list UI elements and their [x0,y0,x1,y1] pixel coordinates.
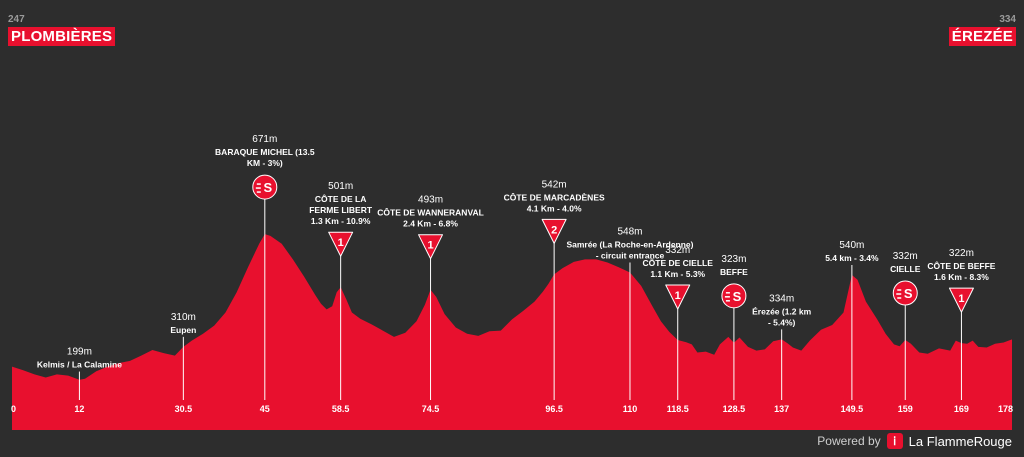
km-tick-label: 128.5 [723,404,746,414]
brand-name: La FlammeRouge [908,433,1012,449]
climb-category-marker-icon [665,284,691,310]
start-name: PLOMBIÈRES [8,27,116,46]
sprint-marker-label: S [904,286,913,301]
annotation-elevation: 540m [839,240,864,251]
climb-category-label: 1 [338,237,344,249]
km-tick-label: 12 [74,404,84,414]
km-tick-label: 149.5 [841,404,864,414]
climb-category-marker-icon [948,287,974,313]
climb-category-label: 1 [958,293,964,305]
km-tick-label: 169 [954,404,969,414]
annotation-elevation: 548m [617,227,642,238]
finish-header: 334 ÉREZÉE [948,14,1016,46]
km-tick-label: 110 [623,404,638,414]
annotation-label-line: 2.4 Km - 6.8% [403,219,458,229]
annotation-elevation: 310m [171,312,196,323]
annotation-elevation: 322m [949,248,974,259]
climb-category-label: 1 [427,240,433,252]
sprint-marker-icon [252,174,278,200]
km-tick-label: 74.5 [422,404,440,414]
annotation-label-line: 1.1 Km - 5.3% [650,269,705,279]
annotation-elevation: 332m [893,251,918,262]
annotation-elevation: 323m [721,254,746,265]
annotation-label-line: Érezée (1.2 km [752,306,812,316]
annotation-elevation: 493m [418,195,443,206]
annotation-label-line: - 5.4%) [768,317,796,327]
sprint-marker-icon [721,283,747,309]
annotation-label-line: 4.1 Km - 4.0% [527,203,582,213]
km-tick-label: 118.5 [667,404,689,414]
annotation-label-line: - circuit entrance [596,251,665,261]
annotation-label-line: FERME LIBERT [309,205,373,215]
annotation-elevation: 332m [665,245,690,256]
km-tick-label: 137 [774,404,789,414]
annotation-elevation: 334m [769,293,794,304]
sprint-marker-label: S [263,180,272,195]
annotation-elevation: 199m [67,347,92,358]
sprint-marker-label: S [733,289,742,304]
climb-category-marker-icon [418,234,444,260]
annotation-label-line: CÔTE DE BEFFE [927,260,995,271]
annotation-elevation: 501m [328,181,353,192]
finish-altitude: 334 [999,14,1016,25]
powered-by-text: Powered by [817,434,881,448]
annotation-label-line: CÔTE DE WANNERANVAL [377,207,484,218]
annotation-label-line: 1.6 Km - 8.3% [934,272,989,282]
annotation-elevation: 671m [252,134,277,145]
annotation-label-line: 5.4 km - 3.4% [825,253,879,263]
annotation-label-line: BEFFE [720,267,748,277]
finish-name: ÉREZÉE [948,27,1016,46]
annotation-label-line: Samrée (La Roche-en-Ardenne) [566,240,693,250]
flamme-rouge-logo-icon: ⅰ [886,433,903,449]
annotation-label-line: CÔTE DE LA [315,193,366,204]
annotation-label-line: KM - 3%) [247,158,283,168]
climb-category-marker-icon [328,231,354,257]
annotation-label-line: CÔTE DE CIELLE [643,257,714,268]
climb-category-marker-icon [541,218,567,244]
climb-category-label: 2 [551,224,557,236]
sprint-marker-icon [892,280,918,306]
km-tick-label: 178 [998,404,1013,414]
start-altitude: 247 [8,14,25,25]
annotation-label-line: CÔTE DE MARCADÈNES [504,191,605,202]
annotation-label-line: Kelmis / La Calamine [37,360,122,370]
annotation-label-line: CIELLE [890,264,921,274]
km-tick-label: 58.5 [332,404,350,414]
climb-category-label: 1 [675,290,681,302]
elevation-profile-area [12,234,1012,400]
annotation-label-line: 1.3 Km - 10.9% [311,216,371,226]
km-tick-label: 45 [260,404,270,414]
km-tick-label: 159 [898,404,913,414]
km-tick-label: 0 [11,404,16,414]
annotation-label-line: Eupen [170,325,196,335]
km-tick-label: 96.5 [545,404,563,414]
annotation-label-line: BARAQUE MICHEL (13.5 [215,147,315,157]
start-header: 247 PLOMBIÈRES [8,14,116,46]
footer: Powered by ⅰ La FlammeRouge [817,433,1012,449]
annotation-elevation: 542m [542,179,567,190]
km-tick-label: 30.5 [175,404,193,414]
